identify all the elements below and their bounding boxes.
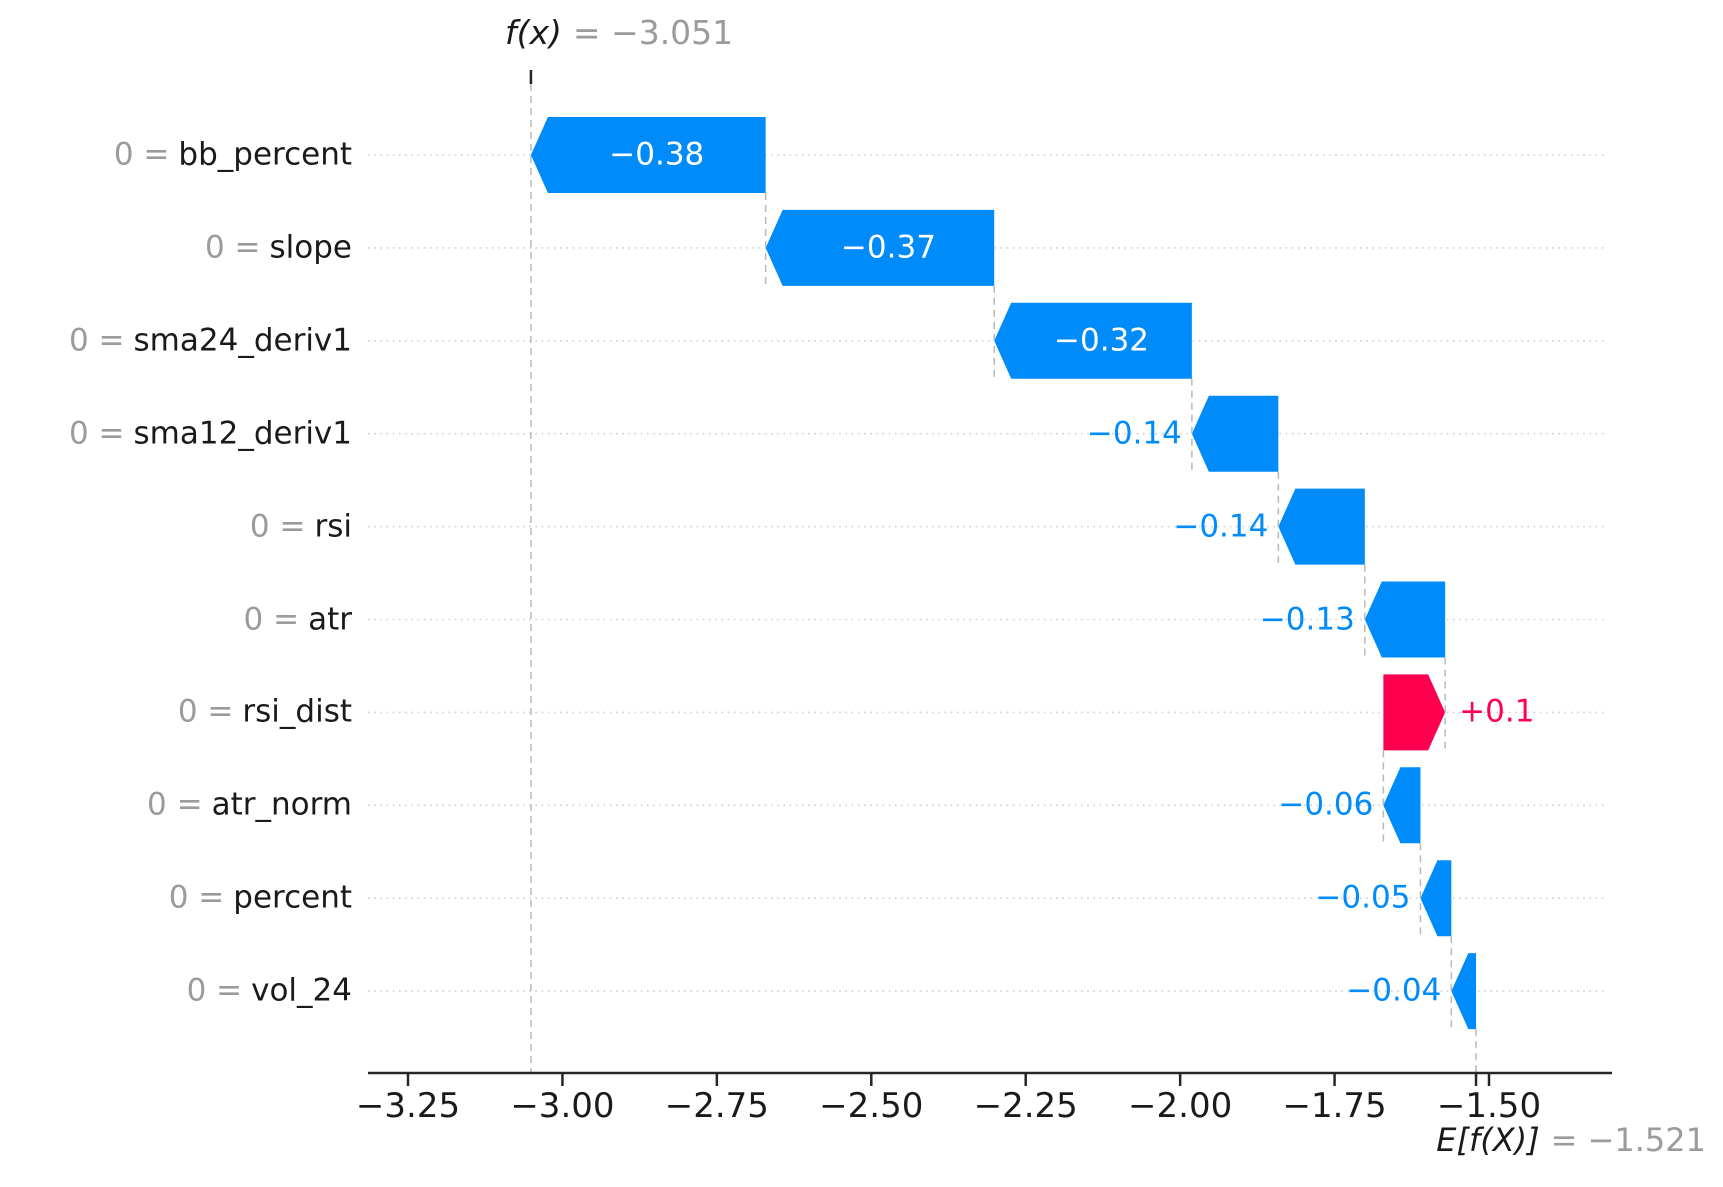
feature-value-prefix: 0 = [186,972,243,1009]
feature-name: bb_percent [178,136,352,173]
feature-name: sma24_deriv1 [133,322,352,359]
feature-name: vol_24 [251,972,352,1009]
feature-label-slope: 0 = slope [205,229,352,265]
bar-vol_24 [1451,953,1477,1030]
bar-atr_norm [1383,767,1421,844]
bar-atr [1364,581,1446,658]
feature-label-rsi_dist: 0 = rsi_dist [178,694,352,730]
feature-value-prefix: 0 = [204,229,261,266]
bar-rsi [1278,488,1365,565]
expected-value-annotation: E[f(X)] = −1.521 [1436,1121,1706,1159]
value-label-atr_norm: −0.06 [1278,786,1374,823]
feature-value-prefix: 0 = [249,507,306,544]
value-label-slope: −0.37 [840,229,936,266]
feature-value-prefix: 0 = [68,414,125,451]
value-label-vol_24: −0.04 [1346,972,1442,1009]
value-label-bb_percent: −0.38 [609,136,705,173]
x-tick-label-−2.50: −2.50 [819,1086,924,1126]
feature-label-atr_norm: 0 = atr_norm [147,787,352,823]
x-tick-label-−3.00: −3.00 [510,1086,615,1126]
x-tick-label-−3.25: −3.25 [355,1086,461,1126]
value-label-sma24_deriv1: −0.32 [1054,322,1150,359]
feature-value-prefix: 0 = [177,693,234,730]
value-label-percent: −0.05 [1315,879,1411,916]
feature-name: slope [269,229,352,266]
feature-value-prefix: 0 = [168,879,225,916]
feature-value-prefix: 0 = [147,786,203,823]
feature-label-rsi: 0 = rsi [250,508,352,544]
expected-value-symbol: E[f(X)] [1436,1121,1540,1159]
feature-value-prefix: 0 = [68,322,125,359]
fx-annotation: f(x) = −3.051 [505,13,733,52]
bar-slope [765,209,995,286]
feature-name: atr [308,600,352,637]
feature-value-prefix: 0 = [243,600,300,637]
bar-percent [1420,860,1452,937]
feature-label-sma24_deriv1: 0 = sma24_deriv1 [69,322,352,358]
expected-value-text: = −1.521 [1550,1121,1706,1159]
value-label-sma12_deriv1: −0.14 [1086,415,1182,452]
value-label-rsi: −0.14 [1173,508,1269,545]
feature-label-percent: 0 = percent [169,879,352,915]
x-tick-label-−2.75: −2.75 [664,1086,769,1126]
feature-name: sma12_deriv1 [133,414,352,451]
feature-label-bb_percent: 0 = bb_percent [114,136,352,172]
bar-sma24_deriv1 [994,302,1192,379]
bar-rsi_dist [1383,674,1446,751]
x-tick-label-−2.00: −2.00 [1128,1086,1233,1126]
x-tick-label-−2.25: −2.25 [973,1086,1078,1126]
value-label-rsi_dist: +0.1 [1459,693,1535,730]
bar-bb_percent [530,117,766,193]
feature-label-sma12_deriv1: 0 = sma12_deriv1 [69,415,352,451]
feature-name: rsi [314,507,352,544]
feature-label-atr: 0 = atr [244,601,352,637]
x-tick-label-−1.75: −1.75 [1282,1086,1387,1126]
feature-label-vol_24: 0 = vol_24 [187,972,352,1008]
feature-value-prefix: 0 = [113,136,170,173]
fx-symbol: f(x) [505,13,562,52]
bar-sma12_deriv1 [1191,395,1279,472]
x-tick-label-−1.50: −1.50 [1436,1086,1542,1126]
fx-value: = −3.051 [572,13,734,52]
feature-name: rsi_dist [242,693,352,730]
feature-name: percent [233,879,352,916]
value-label-atr: −0.13 [1259,601,1355,637]
feature-name: atr_norm [211,786,352,823]
